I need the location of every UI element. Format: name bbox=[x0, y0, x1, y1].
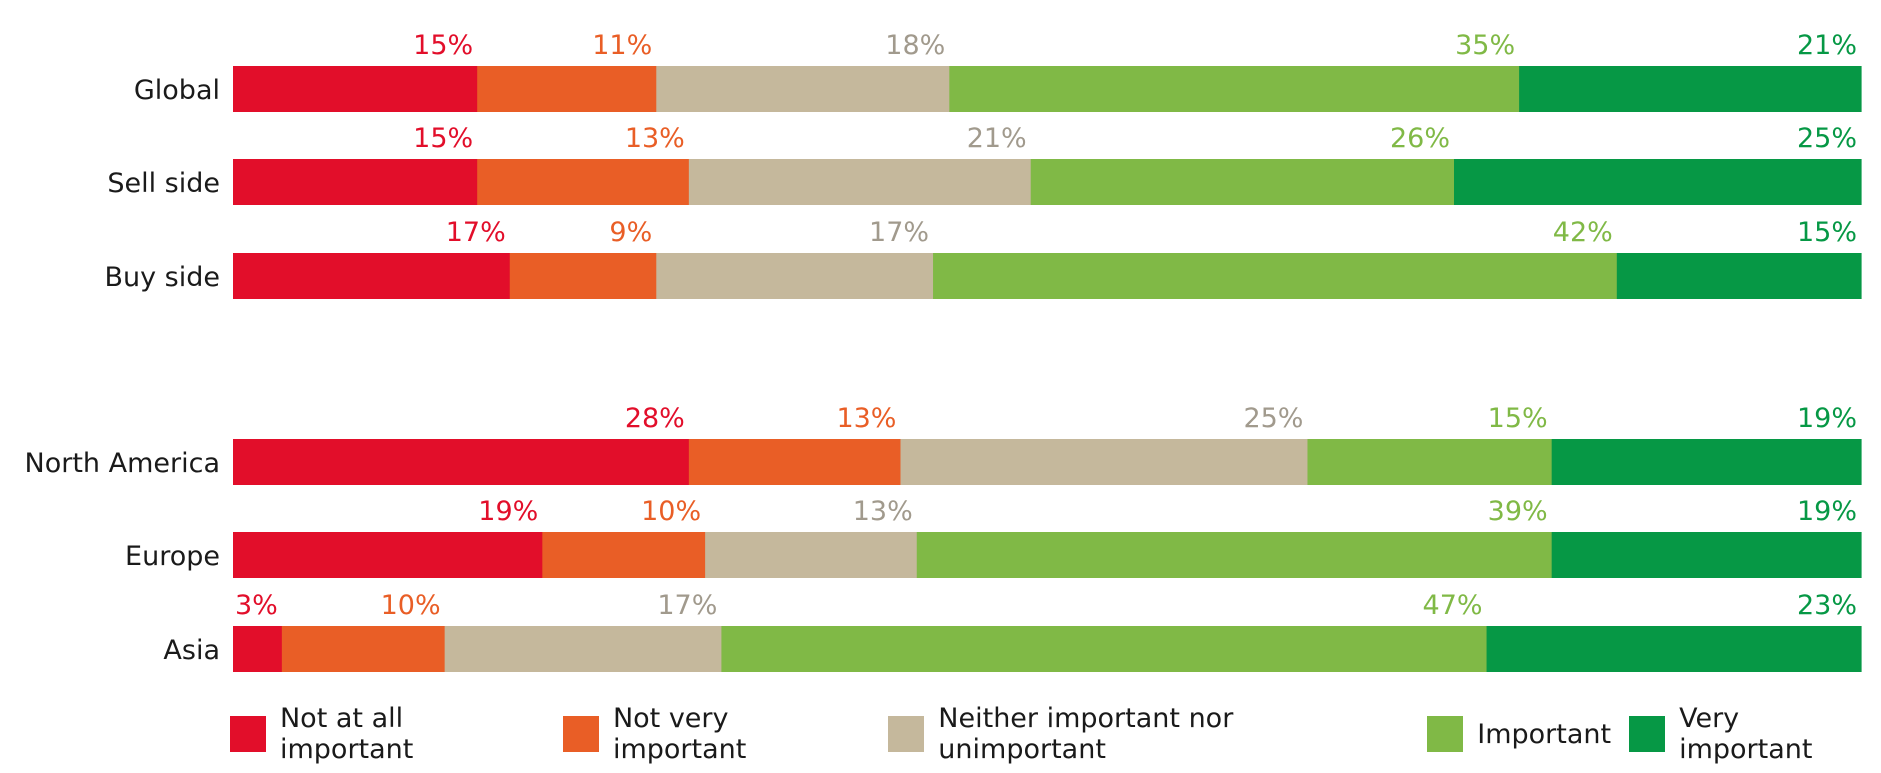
category-label-global: Global bbox=[134, 75, 220, 106]
data-label-sell-side-neither-important-nor-unimportant: 21% bbox=[967, 123, 1027, 154]
bar-segment-buy-side-very-important bbox=[1616, 253, 1862, 299]
legend-swatch-not-very-important bbox=[562, 716, 599, 752]
bar-segment-global-very-important bbox=[1519, 66, 1862, 112]
category-label-north-america: North America bbox=[25, 448, 220, 479]
bar-segment-global-not-very-important bbox=[477, 66, 657, 112]
bar-segment-asia-important bbox=[721, 626, 1488, 672]
legend-label-important: Important bbox=[1477, 718, 1612, 750]
bar-segment-sell-side-neither-important-nor-unimportant bbox=[688, 159, 1032, 205]
bar-segment-europe-important bbox=[916, 532, 1553, 578]
data-label-buy-side-not-very-important: 9% bbox=[609, 217, 652, 248]
data-label-global-very-important: 21% bbox=[1797, 30, 1857, 61]
bar-segment-buy-side-neither-important-nor-unimportant bbox=[656, 253, 934, 299]
legend-label-very-important: Very important bbox=[1679, 703, 1813, 765]
legend-item-very-important: Very important bbox=[1629, 703, 1881, 765]
bar-segment-buy-side-not-very-important bbox=[509, 253, 657, 299]
data-label-buy-side-neither-important-nor-unimportant: 17% bbox=[869, 217, 929, 248]
category-label-buy-side: Buy side bbox=[104, 262, 220, 293]
bar-segment-north-america-not-at-all-important bbox=[233, 439, 690, 485]
bar-segment-global-neither-important-nor-unimportant bbox=[656, 66, 950, 112]
legend-item-not-very-important: Not very important bbox=[562, 703, 870, 765]
bar-segment-europe-not-very-important bbox=[542, 532, 706, 578]
bar-segment-north-america-neither-important-nor-unimportant bbox=[900, 439, 1309, 485]
data-label-north-america-neither-important-nor-unimportant: 25% bbox=[1243, 403, 1303, 434]
data-label-global-important: 35% bbox=[1455, 30, 1515, 61]
legend-swatch-neither-important-nor-unimportant bbox=[888, 716, 925, 752]
legend-label-neither-important-nor-unimportant: Neither important nor unimportant bbox=[938, 703, 1234, 765]
data-label-europe-not-very-important: 10% bbox=[641, 496, 701, 527]
data-label-europe-very-important: 19% bbox=[1797, 496, 1857, 527]
data-label-global-not-very-important: 11% bbox=[592, 30, 652, 61]
data-label-north-america-very-important: 19% bbox=[1797, 403, 1857, 434]
legend-swatch-not-at-all-important bbox=[230, 716, 266, 752]
data-label-asia-very-important: 23% bbox=[1797, 590, 1857, 621]
legend-swatch-very-important bbox=[1629, 716, 1666, 752]
data-label-asia-not-very-important: 10% bbox=[381, 590, 441, 621]
bar-segment-asia-not-at-all-important bbox=[233, 626, 283, 672]
bar-segment-asia-neither-important-nor-unimportant bbox=[444, 626, 722, 672]
bar-segment-north-america-very-important bbox=[1551, 439, 1862, 485]
legend-label-not-very-important: Not very important bbox=[612, 703, 747, 765]
bar-segment-sell-side-not-very-important bbox=[477, 159, 690, 205]
legend-swatch-important bbox=[1427, 716, 1464, 752]
data-label-asia-neither-important-nor-unimportant: 17% bbox=[657, 590, 717, 621]
legend-item-not-at-all-important: Not at all important bbox=[230, 703, 545, 765]
bar-segment-sell-side-very-important bbox=[1454, 159, 1862, 205]
data-label-sell-side-not-very-important: 13% bbox=[625, 123, 685, 154]
category-label-europe: Europe bbox=[125, 541, 220, 572]
bar-segment-global-important bbox=[949, 66, 1520, 112]
bar-segment-europe-very-important bbox=[1551, 532, 1862, 578]
data-label-global-neither-important-nor-unimportant: 18% bbox=[885, 30, 945, 61]
data-label-buy-side-not-at-all-important: 17% bbox=[446, 217, 506, 248]
bar-segment-north-america-not-very-important bbox=[688, 439, 902, 485]
bar-segment-sell-side-not-at-all-important bbox=[233, 159, 478, 205]
data-label-sell-side-not-at-all-important: 15% bbox=[413, 123, 473, 154]
data-label-north-america-not-very-important: 13% bbox=[836, 403, 896, 434]
data-label-buy-side-very-important: 15% bbox=[1797, 217, 1857, 248]
legend-item-important: Important bbox=[1427, 716, 1611, 752]
data-label-sell-side-very-important: 25% bbox=[1797, 123, 1857, 154]
data-label-europe-neither-important-nor-unimportant: 13% bbox=[853, 496, 913, 527]
bar-segment-buy-side-important bbox=[933, 253, 1618, 299]
bar-segment-global-not-at-all-important bbox=[233, 66, 478, 112]
legend-label-not-at-all-important: Not at all important bbox=[279, 703, 414, 765]
data-label-sell-side-important: 26% bbox=[1390, 123, 1450, 154]
bar-segment-asia-very-important bbox=[1486, 626, 1862, 672]
data-label-asia-not-at-all-important: 3% bbox=[235, 590, 278, 621]
category-label-asia: Asia bbox=[163, 635, 220, 666]
bar-segment-north-america-important bbox=[1307, 439, 1553, 485]
data-label-europe-not-at-all-important: 19% bbox=[478, 496, 538, 527]
bar-segment-buy-side-not-at-all-important bbox=[233, 253, 511, 299]
data-label-europe-important: 39% bbox=[1488, 496, 1548, 527]
data-label-buy-side-important: 42% bbox=[1553, 217, 1613, 248]
data-label-asia-important: 47% bbox=[1423, 590, 1483, 621]
data-label-north-america-important: 15% bbox=[1488, 403, 1548, 434]
bar-segment-sell-side-important bbox=[1030, 159, 1455, 205]
bar-segment-europe-neither-important-nor-unimportant bbox=[705, 532, 918, 578]
data-label-global-not-at-all-important: 15% bbox=[413, 30, 473, 61]
bar-segment-asia-not-very-important bbox=[281, 626, 446, 672]
category-label-sell-side: Sell side bbox=[107, 168, 220, 199]
legend-item-neither-important-nor-unimportant: Neither important nor unimportant bbox=[888, 703, 1409, 765]
bar-segment-europe-not-at-all-important bbox=[233, 532, 543, 578]
data-label-north-america-not-at-all-important: 28% bbox=[625, 403, 685, 434]
legend: Not at all important Not very important Ne… bbox=[230, 703, 1881, 765]
